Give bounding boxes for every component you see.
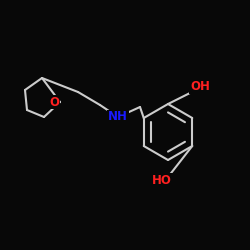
Text: NH: NH bbox=[108, 110, 128, 124]
Text: HO: HO bbox=[152, 174, 172, 186]
Text: O: O bbox=[49, 96, 59, 108]
Text: OH: OH bbox=[190, 80, 210, 94]
